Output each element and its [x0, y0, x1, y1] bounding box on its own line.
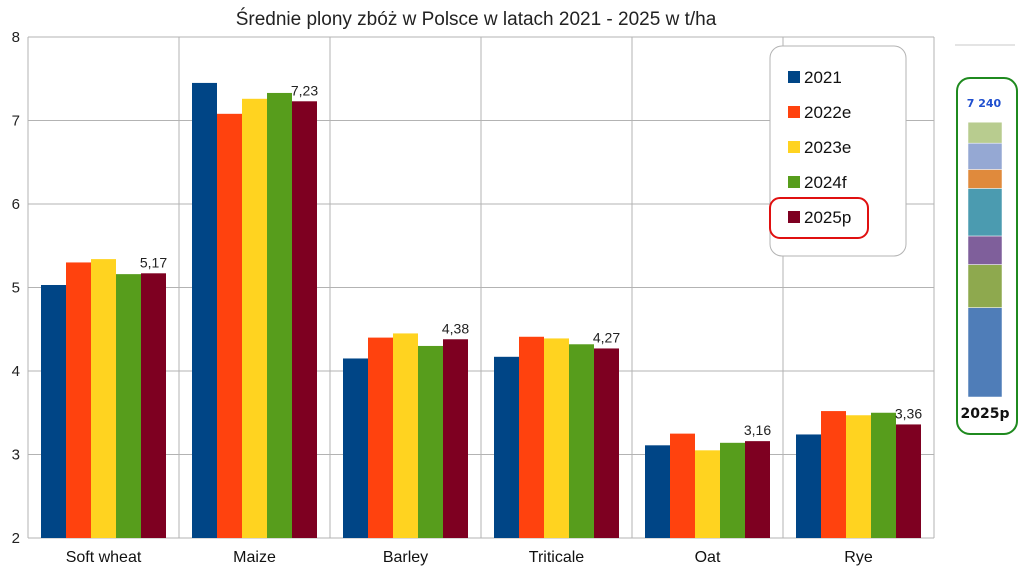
side-stack-segment — [967, 307, 1003, 398]
side-stack-segment — [967, 142, 1003, 170]
x-category-label: Maize — [233, 549, 276, 566]
side-stack-segment — [967, 169, 1003, 189]
chart-title: Średnie plony zbóż w Polsce w latach 202… — [236, 8, 717, 30]
legend-highlight-box — [769, 197, 869, 239]
bar-2023e — [242, 98, 267, 538]
legend-label: 2024f — [804, 173, 847, 192]
side-stacked-bar — [967, 121, 1003, 398]
y-tick-label: 6 — [12, 196, 20, 213]
bar-2022e — [821, 411, 846, 538]
data-label: 3,16 — [744, 422, 771, 438]
y-tick-label: 4 — [12, 363, 20, 380]
bar-2025p — [896, 424, 921, 538]
bar-2024f — [267, 92, 292, 538]
x-category-label: Rye — [844, 549, 873, 566]
bar-2024f — [418, 345, 443, 538]
legend-swatch — [788, 106, 800, 118]
bar-2023e — [846, 415, 871, 538]
bar-2024f — [116, 274, 141, 538]
bar-2022e — [66, 262, 91, 538]
data-labels: 5,17 7,23 4,38 4,27 3,16 3,36 — [140, 82, 922, 438]
bar-2022e — [519, 336, 544, 538]
legend-label: 2021 — [804, 68, 842, 87]
y-axis-ticks: 2 3 4 5 6 7 8 — [12, 29, 20, 547]
side-stack-segment — [967, 235, 1003, 265]
bar-2025p — [443, 339, 468, 538]
grid-lines — [27, 36, 935, 539]
bar-2025p — [745, 441, 770, 538]
y-tick-label: 2 — [12, 530, 20, 547]
side-stack-segment — [967, 188, 1003, 237]
legend-label: 2025p — [804, 208, 851, 227]
bar-2023e — [393, 333, 418, 538]
bar-2025p — [594, 348, 619, 538]
legend: 2021 2022e 2023e 2024f 2025p — [769, 45, 907, 257]
bar-2021 — [494, 356, 519, 538]
side-panel: 7 240 2025p — [955, 44, 1018, 435]
y-tick-label: 5 — [12, 280, 20, 297]
x-category-label: Barley — [383, 549, 428, 566]
data-label: 7,23 — [291, 82, 318, 98]
x-category-label: Triticale — [529, 549, 585, 566]
x-category-label: Oat — [695, 549, 721, 566]
bars — [41, 82, 921, 539]
y-tick-label: 7 — [12, 113, 20, 130]
side-panel-top-value: 7 240 — [967, 97, 1002, 110]
data-label: 3,36 — [895, 405, 922, 421]
bar-2023e — [544, 338, 569, 538]
bar-2021 — [343, 358, 368, 538]
legend-label: 2022e — [804, 103, 851, 122]
bar-2022e — [368, 337, 393, 538]
legend-box — [769, 45, 907, 257]
x-axis-categories: Soft wheat Maize Barley Triticale Oat Rye — [66, 549, 873, 566]
legend-swatch — [788, 176, 800, 188]
bar-2024f — [720, 442, 745, 538]
bar-2021 — [645, 445, 670, 538]
x-category-label: Soft wheat — [66, 549, 142, 566]
data-label: 4,27 — [593, 329, 620, 345]
bar-2024f — [569, 344, 594, 538]
bar-2025p — [141, 273, 166, 538]
bar-2022e — [217, 113, 242, 538]
legend-swatch — [788, 141, 800, 153]
bar-2022e — [670, 433, 695, 538]
legend-swatch — [788, 211, 800, 223]
data-label: 4,38 — [442, 320, 469, 336]
bar-2021 — [41, 284, 66, 538]
bar-2021 — [192, 82, 217, 539]
bar-2023e — [695, 450, 720, 538]
bar-2024f — [871, 412, 896, 538]
side-panel-border — [956, 77, 1018, 435]
side-panel-label: 2025p — [961, 406, 1010, 422]
side-stack-segment — [967, 264, 1003, 308]
legend-label: 2023e — [804, 138, 851, 157]
bar-2021 — [796, 434, 821, 538]
side-stack-segment — [967, 121, 1003, 144]
data-label: 5,17 — [140, 254, 167, 270]
y-tick-label: 3 — [12, 447, 20, 464]
y-tick-label: 8 — [12, 29, 20, 46]
legend-swatch — [788, 71, 800, 83]
bar-2025p — [292, 101, 317, 539]
bar-2023e — [91, 259, 116, 538]
